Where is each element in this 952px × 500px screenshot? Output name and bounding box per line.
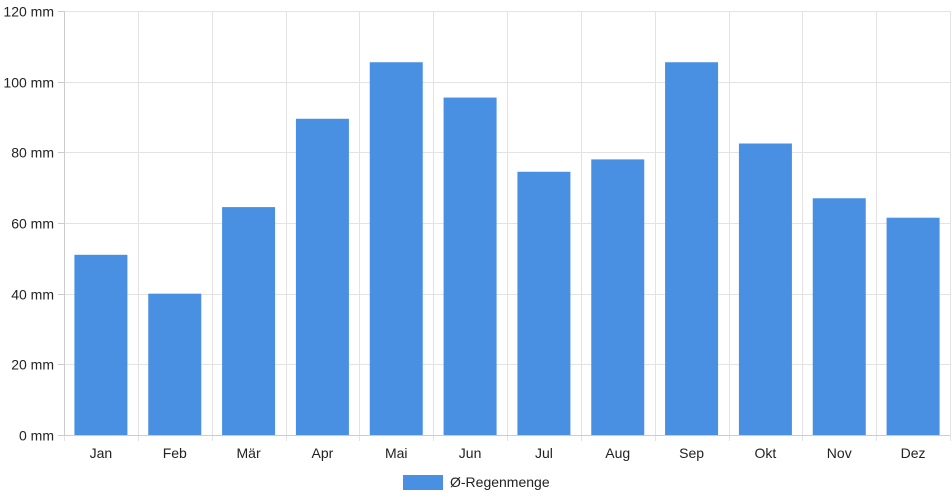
axes	[64, 11, 950, 436]
bar-Mär[interactable]	[222, 207, 276, 435]
y-tick-label: 60 mm	[11, 216, 54, 232]
x-tick-label: Apr	[312, 445, 334, 461]
y-tick-label: 0 mm	[19, 428, 54, 444]
bar-Sep[interactable]	[665, 62, 719, 435]
bar-Dez[interactable]	[886, 217, 940, 435]
y-tick-label: 100 mm	[3, 75, 54, 91]
bar-Aug[interactable]	[591, 159, 645, 435]
x-tick-label: Dez	[901, 445, 926, 461]
bar-Apr[interactable]	[295, 118, 349, 436]
x-tick-label: Feb	[163, 445, 187, 461]
bar-Jul[interactable]	[517, 171, 571, 435]
x-tick-label: Nov	[827, 445, 852, 461]
legend-swatch[interactable]	[403, 475, 443, 490]
bar-Feb[interactable]	[148, 293, 202, 435]
x-tick-label: Mai	[385, 445, 408, 461]
y-tick-label: 40 mm	[11, 287, 54, 303]
x-tick-label: Mär	[237, 445, 261, 461]
bar-Jun[interactable]	[443, 97, 497, 436]
bar-Nov[interactable]	[812, 198, 866, 435]
y-tick-label: 80 mm	[11, 145, 54, 161]
legend-label[interactable]: Ø-Regenmenge	[450, 474, 550, 490]
x-tick-label: Jun	[459, 445, 482, 461]
x-tick-label: Sep	[679, 445, 704, 461]
legend[interactable]: Ø-Regenmenge	[403, 474, 550, 490]
x-tick-label: Jan	[90, 445, 113, 461]
bar-Mai[interactable]	[369, 62, 423, 435]
bars	[74, 62, 940, 436]
y-tick-label: 20 mm	[11, 357, 54, 373]
bar-Jan[interactable]	[74, 254, 128, 435]
x-axis-ticks: Jan Feb Mär Apr Mai Jun Jul Aug Sep Okt Nov Dez	[90, 445, 926, 461]
bar-Okt[interactable]	[738, 143, 792, 436]
x-tick-label: Jul	[535, 445, 553, 461]
grid-lines	[64, 11, 951, 441]
x-tick-label: Aug	[605, 445, 630, 461]
y-axis-ticks: 0 mm 20 mm 40 mm 60 mm 80 mm 100 mm 120 mm	[3, 4, 64, 444]
x-tick-label: Okt	[755, 445, 777, 461]
y-tick-label: 120 mm	[3, 4, 54, 20]
